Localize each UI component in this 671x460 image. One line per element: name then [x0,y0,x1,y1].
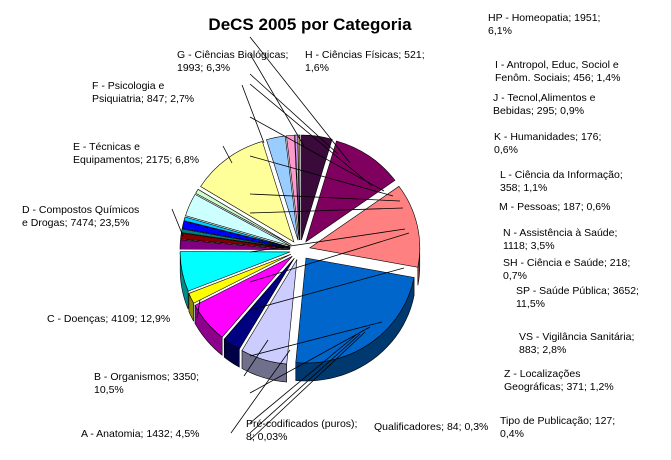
slice-label: A - Anatomia; 1432; 4,5% [81,428,200,440]
slice-label: Tipo de Publicação; 127; 0,4% [500,415,615,440]
pie-slice [241,259,298,365]
leader-line [249,83,373,187]
leader-line [243,339,269,377]
pie-slice [180,232,291,250]
pie-slice [185,193,291,247]
pie-slice [266,135,299,241]
chart-title: DeCS 2005 por Categoria [208,15,412,34]
leader-line [249,193,401,202]
slice-label: SH - Ciência e Saúde; 218; 0,7% [503,257,630,282]
leader-line [230,349,291,434]
pie-slice [195,188,292,246]
pie-slice [179,239,291,250]
pie-slice [181,220,291,249]
pie-slice [308,185,420,268]
leader-lines [171,36,410,441]
pie-slice [295,257,415,364]
leader-line [249,36,351,164]
slice-label: VS - Vigilância Sanitária; 883; 2,8% [519,331,634,356]
leader-line [249,53,305,147]
slice-label: I - Antropol, Educ, Sociol e Fenôm. Socia… [495,59,620,84]
slice-tops [179,134,420,365]
leader-line [241,84,265,144]
leader-line [222,145,233,164]
slice-label: G - Ciências Biológicas; 1993; 6,3% [177,49,288,74]
slice-label: J - Tecnol,Alimentos e Bebidas; 295; 0,9% [493,92,596,117]
leader-line [249,73,339,155]
slice-label: B - Organismos; 3350; 10,5% [94,371,199,396]
slice-label: K - Humanidades; 176; 0,6% [494,131,601,156]
leader-line [249,232,410,283]
leader-line [249,207,404,214]
pie-slice [183,216,291,248]
slice-label: M - Pessoas; 187; 0,6% [499,201,610,213]
slice-label: Z - Localizações Geográficas; 371; 1,2% [504,368,614,393]
slice-label: SP - Saúde Pública; 3652; 11,5% [516,285,639,310]
slice-label: H - Ciências Físicas; 521; 1,6% [305,49,425,74]
slice-label: Pré-codificados (puros); 8; 0,03% [246,418,357,443]
leader-line [249,331,366,441]
slice-label: E - Técnicas e Equipamentos; 2175; 6,8% [73,141,199,166]
leader-line [196,299,201,319]
pie-slice [179,251,291,292]
leader-line [249,321,383,357]
slice-label: HP - Homeopatia; 1951; 6,1% [488,12,600,37]
leader-line [171,208,184,237]
slice-label: Qualificadores; 84; 0,3% [374,421,488,433]
pie-slice [305,140,396,243]
leader-line [249,326,371,394]
slice-label: N - Assistência à Saúde; 1118; 3,5% [503,227,617,252]
pie-slice [301,134,333,241]
leader-line [249,228,406,253]
leader-line [249,116,385,192]
leader-line [249,334,357,424]
pie-slice [200,141,295,243]
slice-label: L - Ciência da Informação; 358; 1,1% [500,169,623,194]
slice-label: C - Doenças; 4109; 12,9% [47,313,170,325]
leader-line [249,333,361,434]
leader-line [249,155,394,197]
leader-line [249,267,405,311]
slice-labels: A - Anatomia; 1432; 4,5% B - Organismos; … [22,12,639,443]
slice-label: D - Compostos Químicos e Drogas; 7474; 23… [22,204,139,229]
slice-label: F - Psicologia e Psiquiatria; 847; 2,7% [92,80,194,105]
pie-slice [188,253,292,304]
pie-slice [286,134,300,241]
pie-slice [223,258,295,350]
